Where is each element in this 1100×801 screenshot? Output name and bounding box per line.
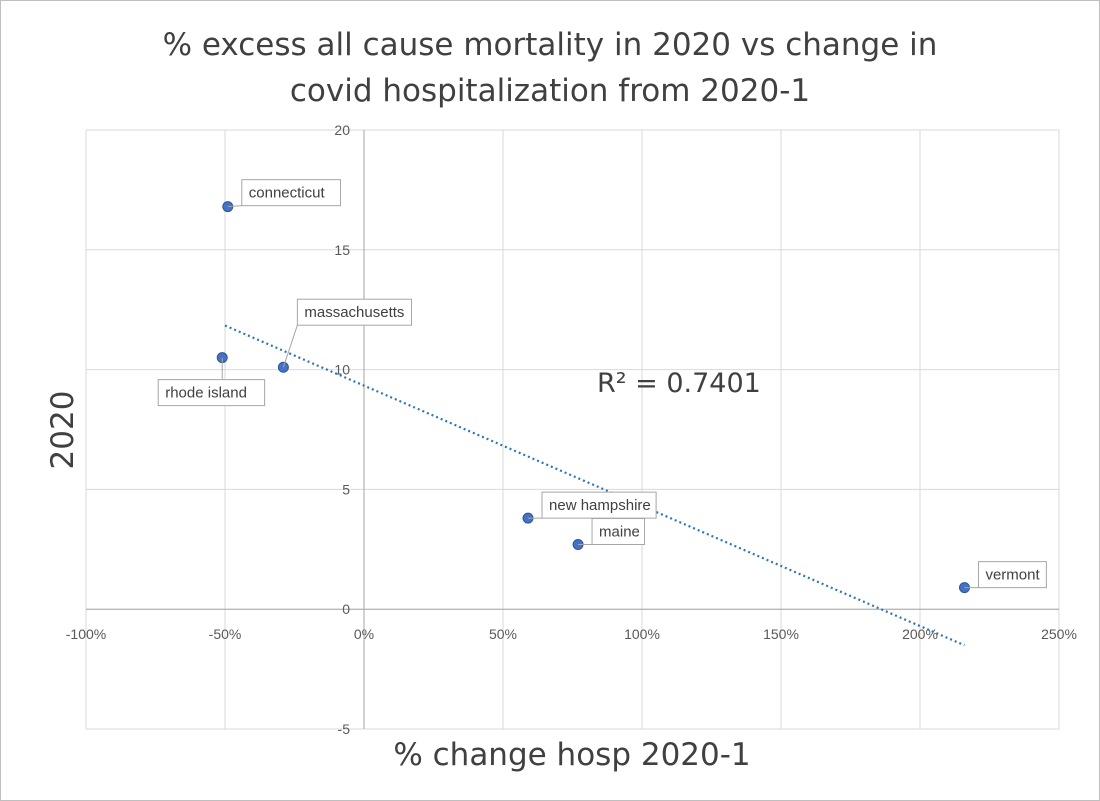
data-label: massachusetts [304, 304, 404, 321]
x-tick-labels: -100% -50% 0% 50% 100% 150% 200% 250% [66, 626, 1077, 642]
data-label-box [541, 491, 657, 519]
data-label: new hampshire [549, 497, 651, 514]
data-label-box [296, 298, 412, 326]
x-tick-label: 250% [1041, 626, 1077, 642]
trendline-group: R² = 0.7401 [224, 324, 965, 647]
data-label-box [241, 179, 341, 207]
trendline [224, 324, 965, 647]
x-tick-label: 200% [902, 626, 938, 642]
label-leader-line [282, 325, 298, 368]
data-label-box [591, 518, 646, 546]
x-axis-title: % change hosp 2020-1 [393, 737, 751, 773]
data-label-box [157, 379, 266, 407]
x-tick-label: 0% [354, 626, 374, 642]
data-label: vermont [985, 567, 1040, 584]
data-label-box [977, 561, 1047, 589]
y-tick-labels: -5 0 5 10 15 20 [334, 122, 350, 737]
chart-title-line-1: % excess all cause mortality in 2020 vs … [162, 27, 938, 63]
x-tick-label: 50% [489, 626, 517, 642]
x-tick-label: -50% [209, 626, 242, 642]
x-tick-label: 150% [763, 626, 799, 642]
data-label: maine [599, 524, 640, 541]
x-tick-label: 100% [624, 626, 660, 642]
data-points [216, 201, 970, 594]
label-leader-line [227, 205, 242, 208]
r-squared-label: R² = 0.7401 [597, 368, 761, 399]
y-tick-label: 5 [342, 481, 350, 497]
chart-title-line-2: covid hospitalization from 2020-1 [289, 73, 811, 109]
data-label: rhode island [165, 385, 247, 402]
data-labels: connecticut massachusetts rhode island new … [157, 179, 1047, 589]
y-tick-label: 15 [334, 242, 350, 258]
chart-title: % excess all cause mortality in 2020 vs … [0, 22, 1100, 114]
axes [86, 130, 1059, 729]
data-label: connecticut [249, 185, 326, 202]
y-tick-label: 0 [342, 601, 350, 617]
y-tick-label: -5 [338, 721, 351, 737]
y-tick-label: 20 [334, 122, 350, 138]
y-tick-label: 10 [334, 362, 350, 378]
x-tick-label: -100% [66, 626, 106, 642]
